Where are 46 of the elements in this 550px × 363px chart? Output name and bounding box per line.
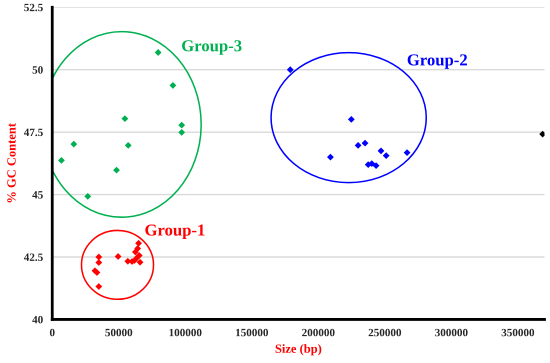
point	[95, 259, 102, 266]
point	[84, 192, 92, 200]
x-tick-label: 100000	[170, 328, 202, 336]
point	[154, 49, 162, 56]
series-label: Group-3	[182, 40, 242, 55]
point	[178, 128, 186, 136]
x-tick-label: 300000	[435, 328, 468, 336]
x-tick-label: 0	[50, 328, 55, 336]
point	[58, 156, 65, 164]
point	[372, 162, 380, 169]
y-tick-label: 42.5	[24, 254, 43, 262]
point	[404, 149, 410, 156]
point	[132, 248, 139, 256]
point	[362, 140, 368, 147]
point	[70, 140, 78, 148]
point	[378, 147, 384, 154]
text: Group-2	[408, 54, 467, 69]
point	[114, 253, 122, 260]
y-tick-label: 50	[32, 66, 43, 74]
point	[539, 130, 544, 138]
point	[136, 258, 144, 266]
y-tick-label: 45	[32, 191, 43, 199]
x-tick-label: 250000	[368, 328, 402, 336]
point	[178, 122, 186, 129]
y-axis-title: % GC Content	[7, 123, 16, 202]
point	[95, 254, 102, 260]
point	[121, 115, 128, 122]
point	[286, 66, 294, 74]
y-tick-label: 52.5	[24, 4, 43, 12]
point	[170, 82, 176, 89]
x-tick-label: 50000	[105, 328, 132, 336]
x-tick-label: 350000	[502, 328, 534, 336]
point	[354, 142, 362, 149]
y-tick-label: 47.5	[24, 128, 43, 136]
point	[135, 240, 142, 247]
y-tick-label: 40	[32, 316, 43, 324]
point	[124, 142, 132, 149]
point	[95, 283, 102, 290]
x-axis-title: Size (bp)	[276, 344, 322, 356]
point	[327, 154, 334, 161]
x-tick-label: 150000	[236, 328, 268, 336]
point	[348, 116, 355, 123]
point	[382, 152, 390, 160]
x-tick-label: 200000	[302, 328, 335, 336]
series-label: Group-1	[145, 224, 204, 240]
point	[113, 166, 120, 174]
